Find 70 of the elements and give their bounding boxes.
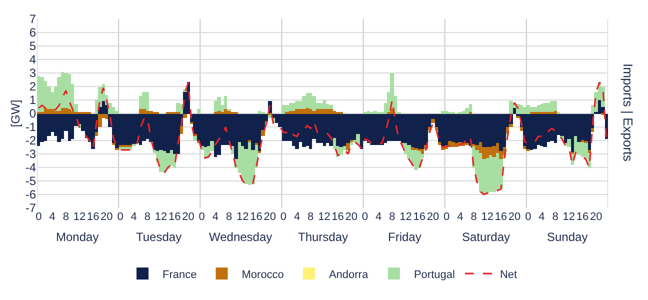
- x-tick-label: 4: [457, 211, 464, 223]
- x-tick-label: 16: [250, 211, 262, 223]
- y-tick-label: -6: [25, 188, 36, 202]
- x-tick-label: 8: [226, 211, 232, 223]
- text: Sunday: [547, 230, 588, 244]
- x-tick-label: 8: [62, 211, 69, 223]
- legend-label: Andorra: [328, 268, 369, 281]
- x-tick-label: 16: [332, 211, 344, 223]
- x-tick-label: 12: [400, 211, 412, 223]
- x-tick-label: 12: [236, 211, 249, 223]
- text: Tuesday: [136, 230, 182, 244]
- x-tick-label: 4: [49, 211, 56, 223]
- text: Monday: [56, 230, 99, 244]
- x-tick-label: 12: [481, 211, 494, 223]
- y-tick-label: -4: [25, 160, 36, 175]
- y-tick-label: -2: [25, 134, 36, 148]
- x-tick-label: 0: [198, 211, 205, 223]
- x-tick-label: 0: [443, 211, 450, 223]
- x-tick-label: 0: [280, 211, 286, 223]
- x-tick-label: 8: [308, 211, 314, 223]
- y-tick-label: -1: [25, 120, 36, 134]
- x-tick-label: 8: [552, 211, 558, 223]
- legend-label: Net: [500, 268, 518, 281]
- y-tick-label: 4: [29, 52, 36, 67]
- x-tick-label: 12: [73, 211, 86, 223]
- x-tick-label: 0: [362, 211, 368, 223]
- y-tick-label: 3: [29, 66, 36, 80]
- x-tick-label: 16: [86, 211, 100, 223]
- x-tick-label: 20: [100, 211, 113, 223]
- text: Friday: [388, 230, 422, 244]
- x-tick-label: 4: [294, 211, 300, 223]
- x-tick-label: 20: [426, 211, 440, 223]
- x-tick-label: 16: [413, 211, 426, 223]
- y2-axis-title: Imports | Exports: [620, 64, 636, 162]
- y-tick-label: 5: [29, 39, 36, 54]
- legend-label: France: [162, 268, 197, 281]
- x-tick-label: 8: [144, 211, 151, 223]
- y-tick-label: -7: [25, 201, 36, 216]
- x-tick-label: 16: [168, 211, 181, 223]
- legend-label: Portugal: [414, 268, 455, 281]
- text: Saturday: [462, 230, 510, 244]
- y-tick-label: -5: [25, 174, 36, 188]
- x-tick-label: 12: [154, 211, 168, 223]
- legend-label: Morocco: [242, 268, 284, 281]
- y-tick-label: -3: [25, 147, 36, 162]
- text: Thursday: [298, 230, 348, 244]
- x-tick-label: 20: [264, 211, 276, 223]
- x-tick-label: 4: [376, 211, 382, 223]
- x-tick-label: 20: [345, 211, 358, 223]
- text: Wednesday: [209, 230, 272, 244]
- y-tick-label: 6: [29, 26, 36, 40]
- x-tick-label: 16: [494, 211, 508, 223]
- y-tick-label: 2: [29, 80, 36, 94]
- x-tick-label: 20: [590, 211, 602, 223]
- y-tick-label: 0: [29, 106, 36, 121]
- y-tick-label: 7: [29, 12, 36, 26]
- y-tick-label: 1: [29, 93, 36, 108]
- x-tick-label: 12: [318, 211, 330, 223]
- x-tick-label: 12: [562, 211, 576, 223]
- x-tick-label: 0: [117, 211, 124, 223]
- x-tick-label: 16: [576, 211, 589, 223]
- x-tick-label: 8: [470, 211, 477, 223]
- x-tick-label: 4: [212, 211, 219, 223]
- x-tick-label: 20: [508, 211, 521, 223]
- x-tick-label: 8: [389, 211, 396, 223]
- x-tick-label: 20: [182, 211, 194, 223]
- x-tick-label: 4: [538, 211, 545, 223]
- x-tick-label: 0: [525, 211, 532, 223]
- x-tick-label: 4: [130, 211, 137, 223]
- y-axis-title: [GW]: [8, 100, 23, 128]
